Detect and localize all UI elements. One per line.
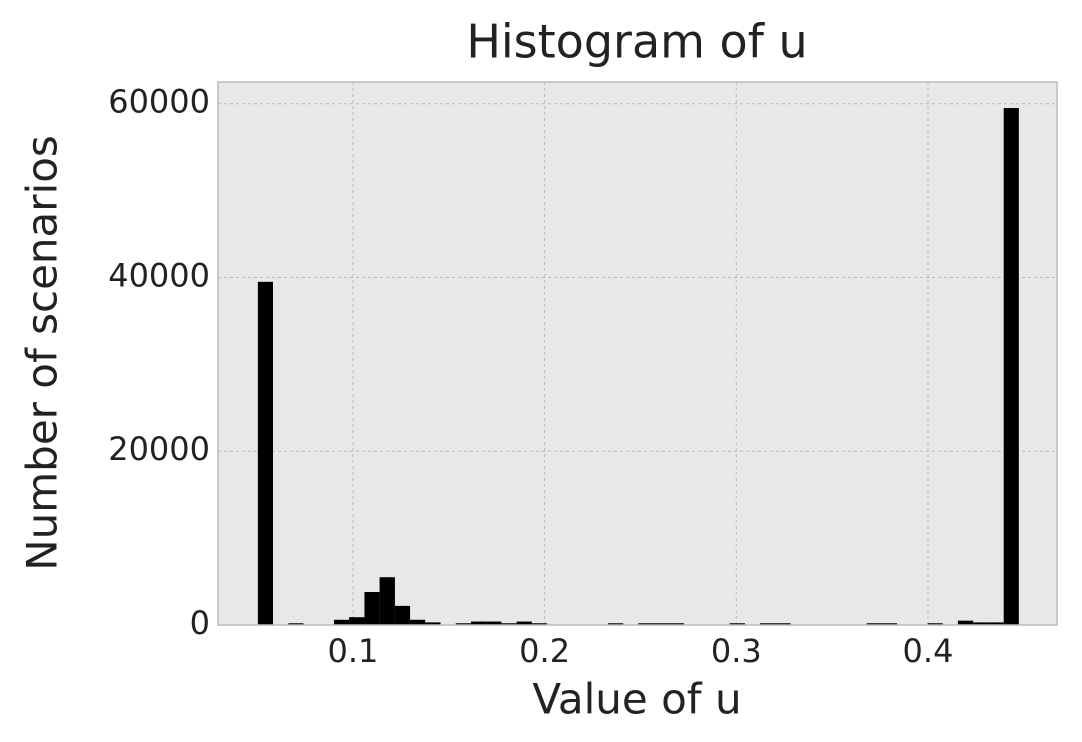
bar: [988, 622, 1004, 625]
bar: [881, 623, 898, 625]
bar: [531, 623, 548, 625]
bar: [607, 623, 624, 625]
chart-title: Histogram of u: [466, 15, 807, 69]
bar: [516, 621, 532, 625]
bar: [927, 623, 943, 625]
bar: [668, 623, 684, 625]
bar: [288, 623, 304, 625]
plot-layer: [218, 82, 1057, 626]
x-tick-label: 0.4: [903, 632, 954, 670]
bar: [866, 623, 882, 625]
bar: [471, 621, 487, 625]
x-tick-label: 0.2: [519, 632, 570, 670]
bar: [957, 620, 974, 625]
x-axis-label: Value of u: [532, 675, 741, 724]
bar: [501, 623, 517, 625]
bar: [775, 623, 791, 625]
y-tick-label: 20000: [108, 430, 210, 468]
bar: [1003, 108, 1019, 625]
bar: [349, 617, 365, 625]
bar: [729, 623, 745, 625]
bar: [425, 622, 441, 625]
bar: [379, 577, 395, 625]
y-axis-label: Number of scenarios: [18, 135, 67, 571]
x-tick-label: 0.3: [711, 632, 762, 670]
bar: [394, 605, 411, 625]
bar: [638, 623, 654, 625]
y-tick-label: 60000: [108, 83, 210, 121]
plot-frame: [217, 81, 1058, 626]
bar: [760, 623, 776, 625]
bar: [486, 621, 502, 625]
y-tick-label: 0: [190, 604, 210, 642]
bar: [364, 591, 380, 625]
bar: [257, 281, 274, 625]
bar: [455, 623, 472, 625]
bar: [973, 622, 989, 625]
bar: [410, 619, 426, 625]
plot-area: [218, 82, 1057, 625]
bar: [653, 623, 669, 625]
y-tick-label: 40000: [108, 256, 210, 294]
x-tick-label: 0.1: [328, 632, 379, 670]
bar: [333, 619, 350, 625]
